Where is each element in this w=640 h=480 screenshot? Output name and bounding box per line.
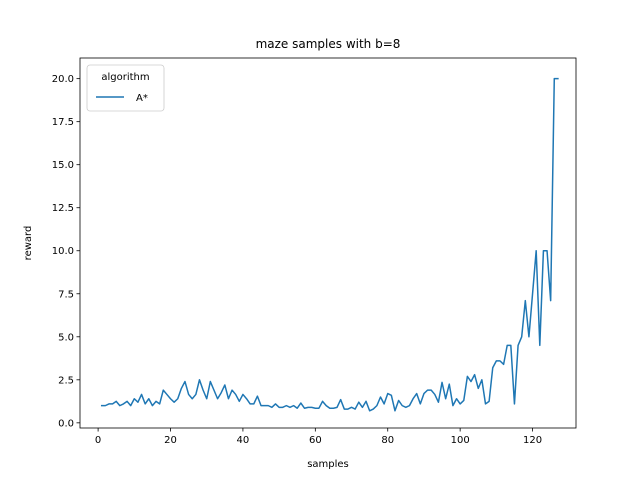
legend-title: algorithm: [101, 72, 149, 83]
x-tick-label: 120: [523, 435, 542, 446]
y-axis: 0.0 2.5 5.0 7.5 10.0 12.5 15.0 17.5 20.0: [52, 74, 80, 429]
y-tick-label: 17.5: [52, 117, 74, 128]
y-tick-label: 2.5: [58, 375, 74, 386]
x-tick-label: 40: [237, 435, 250, 446]
series-line-a-star: [100, 77, 559, 412]
x-tick-label: 0: [95, 435, 101, 446]
legend: algorithm A*: [86, 64, 165, 112]
y-tick-label: 5.0: [58, 332, 74, 343]
x-axis-label: samples: [307, 459, 349, 470]
y-tick-label: 10.0: [52, 246, 74, 257]
y-tick-label: 15.0: [52, 160, 74, 171]
x-tick-label: 20: [164, 435, 177, 446]
y-tick-label: 12.5: [52, 203, 74, 214]
x-tick-label: 100: [451, 435, 470, 446]
x-axis: 0 20 40 60 80 100 120: [95, 428, 542, 446]
x-tick-label: 60: [309, 435, 322, 446]
series-layer: [100, 77, 559, 412]
plot-area: [79, 57, 577, 429]
y-tick-label: 20.0: [52, 74, 74, 85]
y-tick-label: 0.0: [58, 418, 74, 429]
legend-entry-a-star: A*: [136, 93, 148, 104]
x-tick-label: 80: [381, 435, 394, 446]
chart-title: maze samples with b=8: [256, 37, 401, 51]
y-axis-label: reward: [23, 226, 34, 261]
y-tick-label: 7.5: [58, 289, 74, 300]
legend-box: [86, 64, 165, 112]
